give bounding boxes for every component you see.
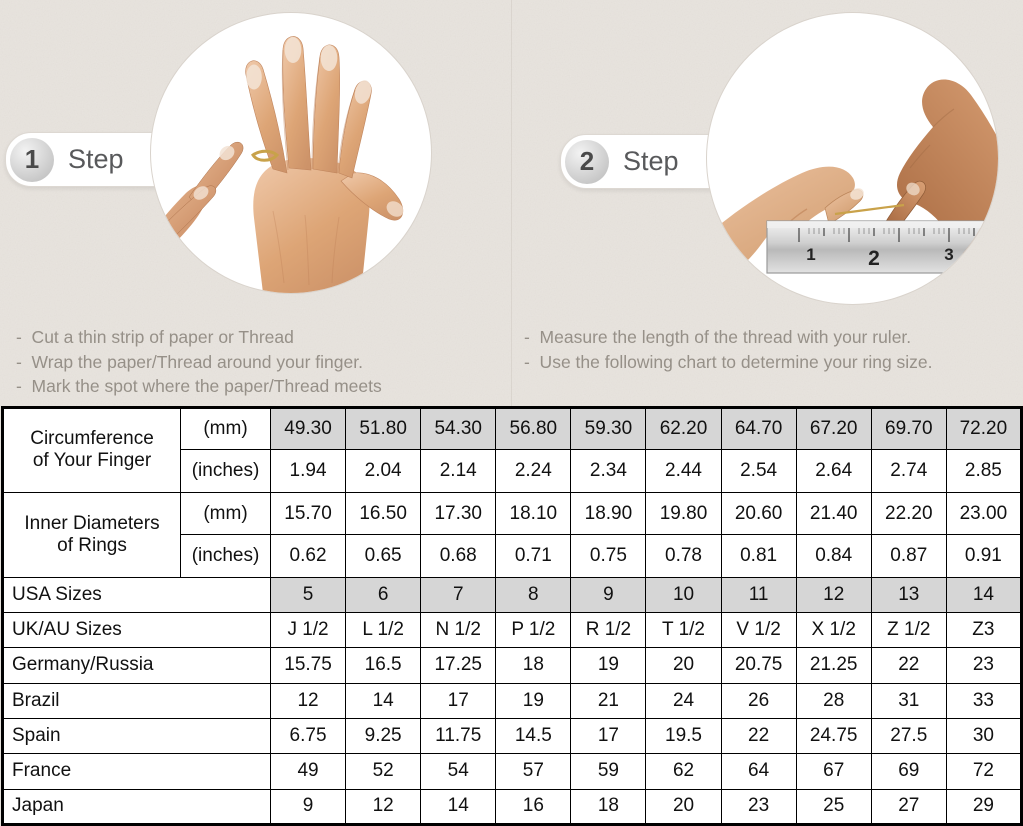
svg-text:1: 1 [806, 245, 815, 264]
svg-text:3: 3 [944, 245, 953, 264]
svg-text:2: 2 [868, 247, 880, 270]
